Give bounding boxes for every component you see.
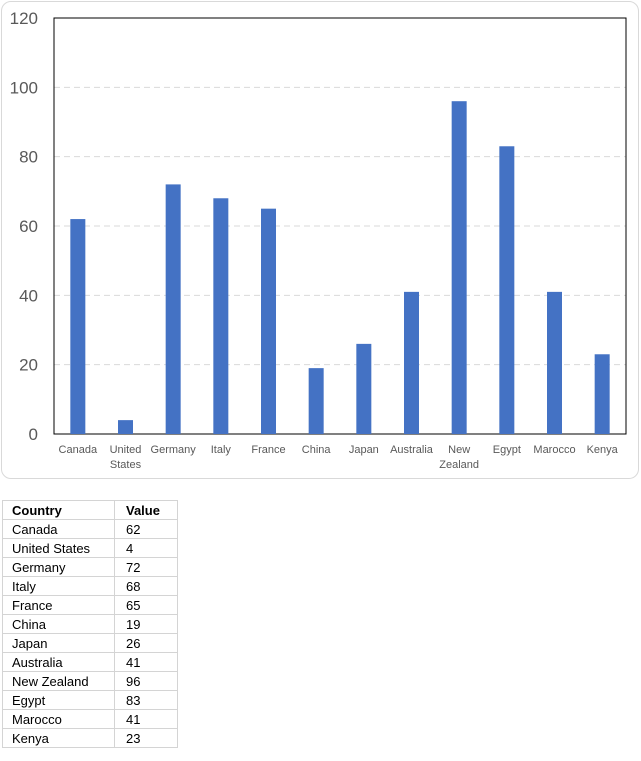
x-tick-label: Italy	[211, 444, 232, 456]
table-row: China 19	[2, 614, 178, 634]
bar	[404, 291, 419, 434]
bar	[261, 208, 276, 434]
y-tick-label: 120	[10, 9, 38, 28]
bar	[356, 343, 372, 434]
plot-area-border	[53, 17, 627, 435]
table-row: Marocco 41	[2, 709, 178, 729]
bar	[547, 291, 562, 434]
table-row: Canada 62	[2, 519, 178, 539]
country-cell: Egypt	[2, 690, 115, 710]
x-tick-label: New Zealand	[439, 444, 479, 471]
x-tick-label: Canada	[59, 444, 98, 456]
bar	[165, 184, 181, 434]
value-cell: 41	[114, 652, 178, 672]
table-row: Germany 72	[2, 557, 178, 577]
value-cell: 4	[114, 538, 178, 558]
data-table: Country Value Canada 62 United States 4 Germ…	[2, 500, 178, 748]
country-cell: China	[2, 614, 115, 634]
bar	[70, 219, 86, 434]
x-tick-label: Germany	[151, 444, 197, 456]
x-tick-label: China	[302, 444, 332, 456]
y-tick-label: 40	[19, 286, 38, 305]
country-cell: Germany	[2, 557, 115, 577]
value-cell: 26	[114, 633, 178, 653]
table-row: United States 4	[2, 538, 178, 558]
value-cell: 96	[114, 671, 178, 691]
table-row: Egypt 83	[2, 690, 178, 710]
country-cell: Kenya	[2, 728, 115, 748]
y-tick-label: 20	[19, 356, 38, 375]
value-cell: 65	[114, 595, 178, 615]
bar	[499, 146, 515, 434]
value-cell: 62	[114, 519, 178, 539]
table-header-row: Country Value	[2, 500, 178, 520]
country-cell: Italy	[2, 576, 115, 596]
x-tick-label: France	[251, 444, 285, 456]
table-row: France 65	[2, 595, 178, 615]
bar	[451, 101, 467, 434]
country-cell: Australia	[2, 652, 115, 672]
country-cell: United States	[2, 538, 115, 558]
value-cell: 23	[114, 728, 178, 748]
x-tick-label: Japan	[349, 444, 379, 456]
x-axis-ticks: Canada United States Germany Italy France Chin…	[59, 444, 619, 471]
y-axis-ticks: 0 20 40 60 80 100 120	[10, 9, 38, 444]
country-cell: Canada	[2, 519, 115, 539]
y-tick-label: 60	[19, 217, 38, 236]
table-row: Kenya 23	[2, 728, 178, 748]
country-cell: New Zealand	[2, 671, 115, 691]
x-tick-label: Australia	[390, 444, 434, 456]
bar-chart: 0 20 40 60 80 100 120 Canada United States German…	[10, 9, 627, 471]
country-cell: France	[2, 595, 115, 615]
value-cell: 83	[114, 690, 178, 710]
table-row: Japan 26	[2, 633, 178, 653]
table-row: Australia 41	[2, 652, 178, 672]
header-country: Country	[2, 500, 115, 520]
x-tick-label: United States	[110, 444, 142, 471]
country-cell: Marocco	[2, 709, 115, 729]
bar	[594, 354, 610, 434]
bars	[70, 101, 610, 434]
x-tick-label: Kenya	[587, 444, 619, 456]
x-tick-label: Marocco	[533, 444, 575, 456]
country-cell: Japan	[2, 633, 115, 653]
y-tick-label: 80	[19, 148, 38, 167]
bar	[213, 198, 229, 434]
value-cell: 41	[114, 709, 178, 729]
bar	[118, 420, 133, 434]
value-cell: 19	[114, 614, 178, 634]
header-value: Value	[114, 500, 178, 520]
y-tick-label: 0	[29, 425, 38, 444]
gridlines	[54, 86, 626, 366]
table-row: Italy 68	[2, 576, 178, 596]
value-cell: 72	[114, 557, 178, 577]
y-tick-label: 100	[10, 78, 38, 97]
bar	[308, 368, 324, 434]
table-row: New Zealand 96	[2, 671, 178, 691]
value-cell: 68	[114, 576, 178, 596]
x-tick-label: Egypt	[493, 444, 521, 456]
